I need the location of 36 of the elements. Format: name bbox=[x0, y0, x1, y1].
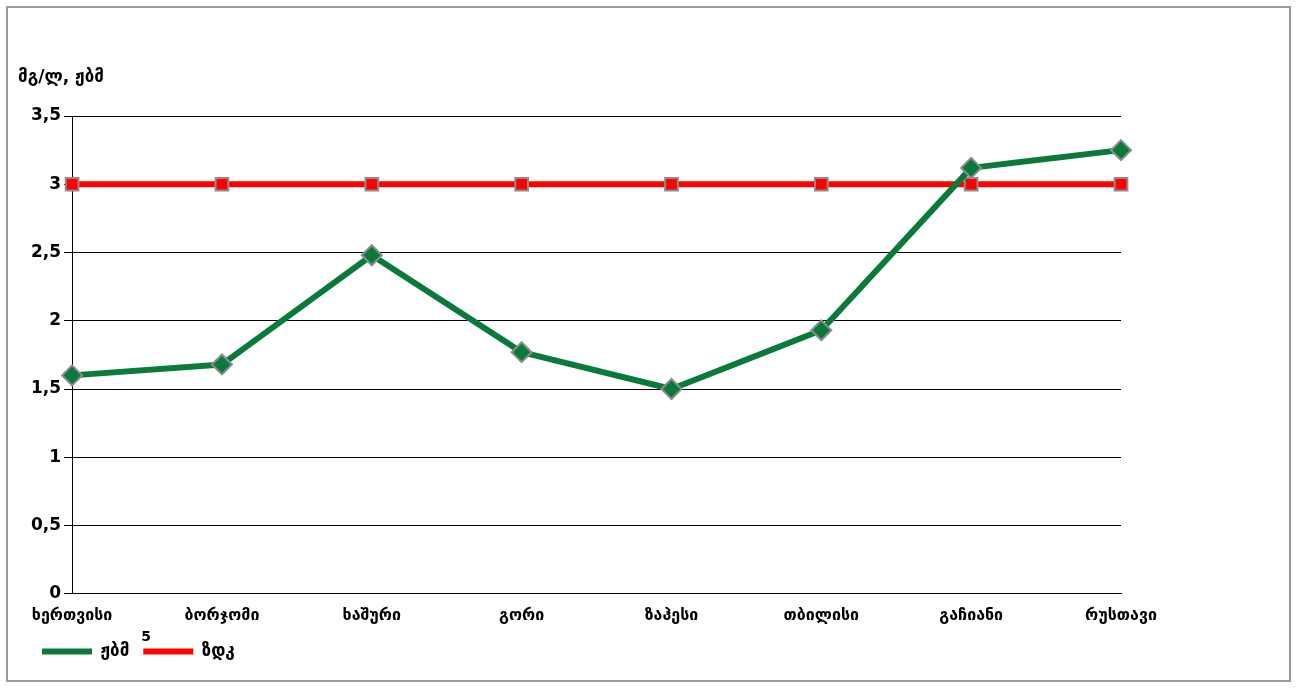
y-tick-label: 2,5 bbox=[30, 240, 62, 261]
point bbox=[64, 176, 80, 192]
point bbox=[210, 353, 233, 376]
x-tick-label: გორი bbox=[499, 604, 545, 624]
point bbox=[510, 341, 533, 364]
point bbox=[813, 176, 829, 192]
point bbox=[214, 176, 230, 192]
y-axis-title: მგ/ლ, ჟბმ bbox=[18, 66, 104, 86]
point bbox=[1110, 139, 1132, 162]
x-tick-label: ხერთვისი bbox=[31, 604, 113, 624]
legend-label: ჟბმ bbox=[100, 639, 130, 660]
y-tick-label: 1,5 bbox=[30, 377, 62, 398]
x-tick-label: ზაჰესი bbox=[644, 604, 699, 624]
y-tick-label: 0 bbox=[49, 582, 62, 603]
point bbox=[1113, 176, 1129, 192]
point bbox=[61, 364, 84, 387]
x-tick-label: გაჩიანი bbox=[939, 604, 1004, 624]
y-tick-label: 2 bbox=[49, 309, 62, 330]
legend-label: ზდკ bbox=[201, 639, 235, 660]
point bbox=[810, 319, 833, 342]
point bbox=[960, 156, 983, 179]
point bbox=[660, 378, 683, 401]
y-tick-label: 3 bbox=[49, 172, 62, 193]
point bbox=[360, 244, 383, 267]
x-tick-label: თბილისი bbox=[783, 604, 860, 624]
x-tick-label: ბორჯომი bbox=[184, 604, 260, 624]
y-tick-label: 3,5 bbox=[30, 104, 62, 125]
x-tick-label: ხაშური bbox=[342, 604, 402, 624]
point bbox=[963, 176, 979, 192]
point bbox=[664, 176, 679, 192]
point bbox=[364, 176, 380, 192]
y-tick-label: 0,5 bbox=[30, 513, 62, 534]
y-tick-label: 1 bbox=[49, 445, 62, 466]
x-tick-label: რუსთავი bbox=[1085, 604, 1157, 624]
text: 5 bbox=[141, 628, 152, 644]
point bbox=[514, 176, 529, 192]
